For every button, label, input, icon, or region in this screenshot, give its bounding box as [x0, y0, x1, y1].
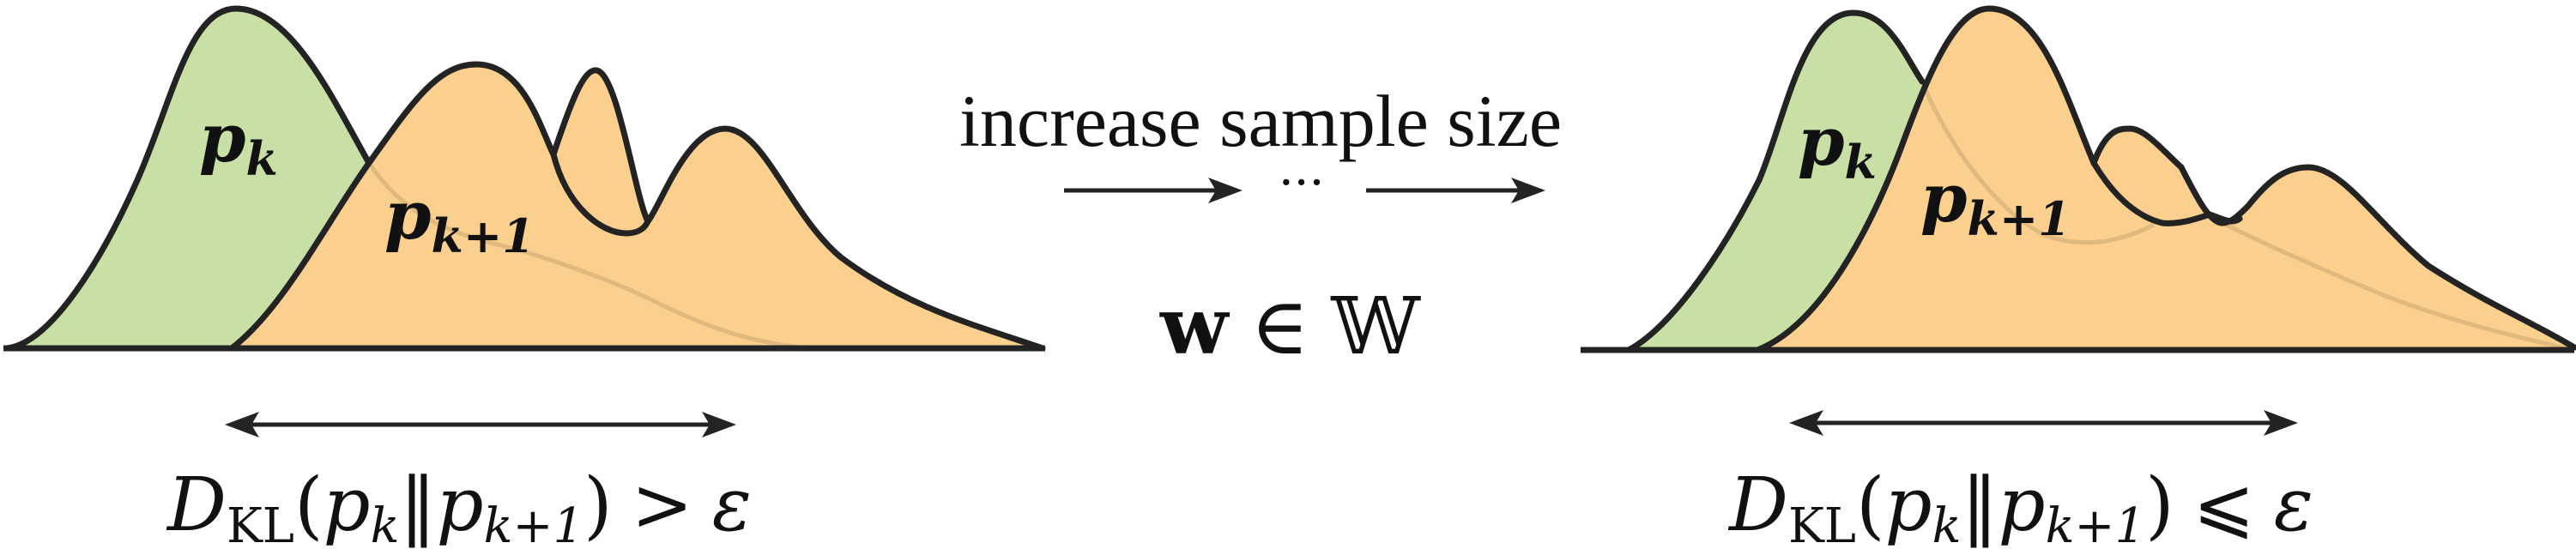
- right-green-outline: [1625, 9, 1926, 353]
- middle-weight-space: w ∈ 𝕎: [1159, 280, 1421, 372]
- left-green-density: [7, 9, 811, 348]
- left-orange-density: [232, 64, 1043, 348]
- right-tail-outline: [2178, 164, 2576, 351]
- middle-arrow-1: [1064, 178, 1243, 203]
- middle-arrow-2: [1366, 178, 1545, 203]
- right-kl-formula: DKL(pk‖pk+1) ⩽ ε: [1727, 462, 2313, 549]
- left-label-pk: pk: [199, 100, 278, 186]
- left-orange-outline: [228, 61, 1046, 352]
- left-ghost-line: [366, 161, 812, 351]
- right-label-pk: pk: [1798, 103, 1877, 190]
- middle-caption: increase sample size: [959, 80, 1562, 162]
- right-ghost-line-2: [2221, 220, 2567, 351]
- left-green-bump-outline: [550, 151, 651, 237]
- right-orange-density: [1757, 9, 2574, 350]
- right-label-pk1: pk+1: [1920, 160, 2071, 246]
- right-green-bump-outline: [2090, 125, 2185, 171]
- left-green-outline: [3, 5, 372, 352]
- right-double-arrow: [1789, 410, 2298, 436]
- middle-ellipsis: ···: [1279, 155, 1324, 211]
- right-orange-outline: [1754, 5, 2097, 353]
- left-kl-formula: DKL(pk‖pk+1) > ε: [166, 462, 752, 549]
- right-distributions: [1581, 5, 2576, 353]
- left-double-arrow: [225, 412, 736, 437]
- left-distributions: [3, 5, 1046, 352]
- left-label-pk1: pk+1: [384, 177, 535, 263]
- right-ghost-line-1: [1920, 81, 2156, 245]
